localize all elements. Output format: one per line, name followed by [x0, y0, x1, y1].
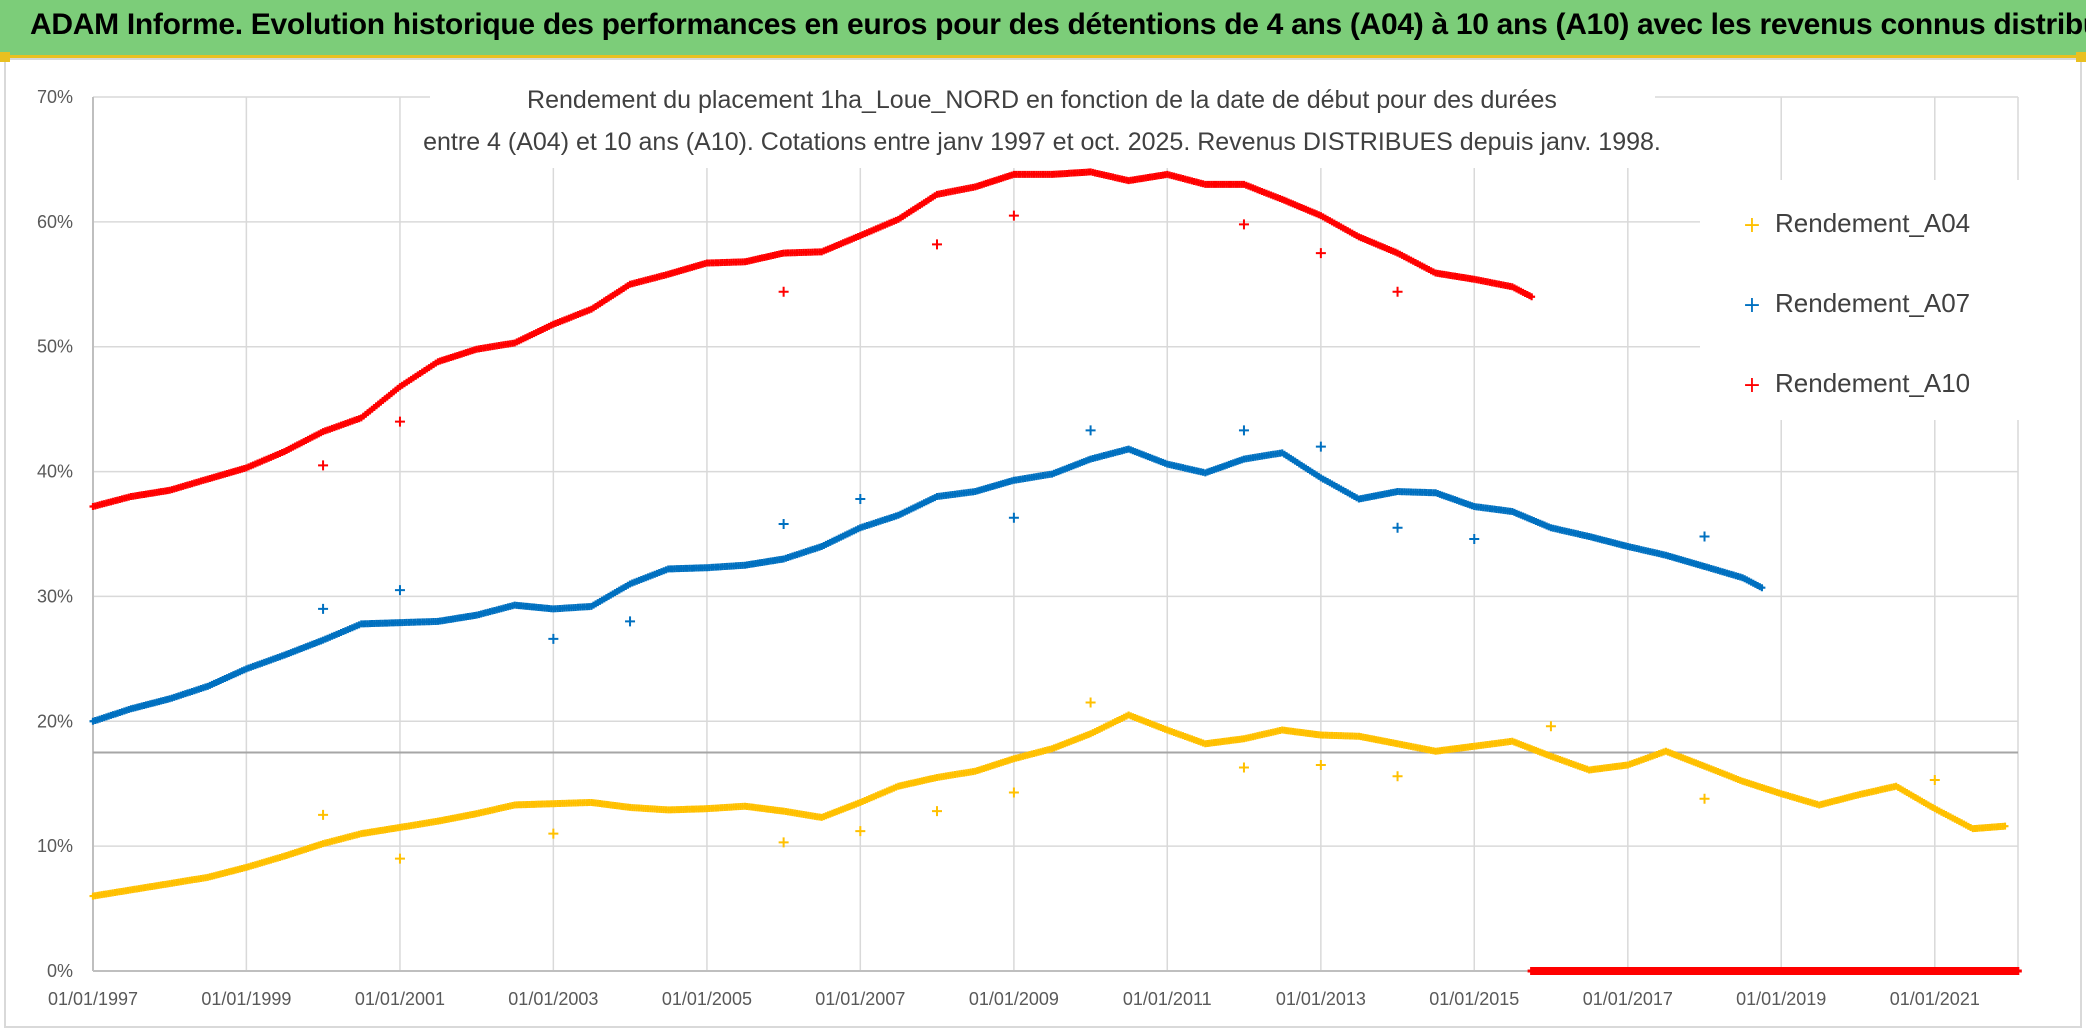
- outlier-point: [855, 494, 866, 505]
- grid: [92, 96, 2019, 972]
- y-tick-label: 10%: [37, 836, 73, 856]
- outlier-point: [548, 828, 559, 839]
- outlier-point: [1008, 512, 1019, 523]
- legend-label-a07: Rendement_A07: [1775, 288, 1970, 318]
- y-tick-label: 0%: [47, 961, 73, 981]
- title-background: [430, 78, 1655, 168]
- x-tick-label: 01/01/2019: [1736, 989, 1826, 1009]
- y-tick-label: 40%: [37, 462, 73, 482]
- outlier-point: [1008, 787, 1019, 798]
- outlier-point: [318, 460, 329, 471]
- data-point: [1528, 293, 1536, 301]
- legend-label-a10: Rendement_A10: [1775, 368, 1970, 398]
- outlier-point: [1315, 759, 1326, 770]
- x-tick-label: 01/01/2003: [508, 989, 598, 1009]
- data-point: [1758, 584, 1766, 592]
- y-tick-label: 50%: [37, 337, 73, 357]
- outlier-point: [548, 633, 559, 644]
- outlier-point: [932, 806, 942, 817]
- outlier-point: [1699, 793, 1710, 804]
- banner-title: ADAM Informe. Evolution historique des p…: [30, 8, 2086, 41]
- outlier-point: [394, 853, 405, 864]
- outlier-point: [318, 603, 329, 614]
- outlier-point: [932, 239, 942, 250]
- data-point: [2001, 822, 2009, 830]
- legend-label-a04: Rendement_A04: [1775, 208, 1970, 238]
- outlier-point: [1392, 771, 1403, 782]
- outlier-point: [1238, 219, 1249, 230]
- chart-title-line-2: entre 4 (A04) et 10 ans (A10). Cotations…: [423, 128, 1661, 156]
- outlier-point: [855, 826, 866, 837]
- x-tick-label: 01/01/2009: [969, 989, 1059, 1009]
- legend-background: [1700, 180, 2020, 420]
- banner: ADAM Informe. Evolution historique des p…: [0, 0, 2086, 58]
- outlier-point: [778, 286, 789, 297]
- zero-point: [2013, 967, 2022, 975]
- x-tick-label: 01/01/2001: [355, 989, 445, 1009]
- y-tick-label: 20%: [37, 711, 73, 731]
- outlier-point: [1929, 774, 1940, 785]
- outlier-point: [1392, 286, 1403, 297]
- outlier-point: [1238, 425, 1249, 436]
- x-tick-label: 01/01/2007: [815, 989, 905, 1009]
- outlier-point: [778, 519, 789, 530]
- legend-marker-a07: +: [1743, 293, 1761, 318]
- x-tick-label: 01/01/2011: [1123, 989, 1212, 1009]
- x-tick-label: 01/01/2021: [1890, 989, 1980, 1009]
- y-tick-label: 60%: [37, 212, 73, 232]
- corner-marker-left: [0, 52, 10, 62]
- outlier-point: [394, 585, 405, 596]
- outlier-point: [1315, 248, 1326, 259]
- legend-marker-a10: +: [1743, 373, 1761, 398]
- outlier-point: [394, 416, 405, 427]
- y-tick-label: 70%: [37, 87, 73, 107]
- x-tick-label: 01/01/1999: [201, 989, 291, 1009]
- x-tick-label: 01/01/2017: [1583, 989, 1673, 1009]
- y-tick-label: 30%: [37, 586, 73, 606]
- x-tick-label: 01/01/1997: [48, 989, 138, 1009]
- outlier-point: [1545, 721, 1556, 732]
- outlier-point: [1469, 533, 1480, 544]
- series-rendement-a07: [89, 425, 1766, 725]
- outlier-point: [778, 837, 789, 848]
- series-layer: [89, 168, 2022, 975]
- legend-marker-a04: +: [1743, 213, 1761, 238]
- outlier-point: [1315, 441, 1326, 452]
- outlier-point: [1238, 762, 1249, 773]
- series-rendement-a04: [89, 697, 2009, 900]
- x-axis-labels: 01/01/1997 01/01/1999 01/01/2001 01/01/2003…: [48, 989, 1980, 1009]
- x-tick-label: 01/01/2015: [1429, 989, 1519, 1009]
- outlier-point: [1085, 425, 1096, 436]
- outlier-point: [318, 809, 329, 820]
- outlier-point: [1008, 210, 1019, 221]
- outlier-point: [1085, 697, 1096, 708]
- outlier-point: [1392, 522, 1403, 533]
- corner-marker-right: [2076, 52, 2086, 62]
- chart-title-line-1: Rendement du placement 1ha_Loue_NORD en …: [527, 86, 1557, 114]
- y-axis-labels: 0% 10% 20% 30% 40% 50% 60% 70%: [37, 87, 73, 981]
- chart-frame: [4, 58, 2082, 1028]
- outlier-point: [1699, 531, 1710, 542]
- x-tick-label: 01/01/2005: [662, 989, 752, 1009]
- series-rendement-a10: [89, 168, 2022, 975]
- outlier-point: [625, 616, 636, 627]
- x-tick-label: 01/01/2013: [1276, 989, 1366, 1009]
- legend: + Rendement_A04 + Rendement_A07 + Rendem…: [1743, 208, 1970, 398]
